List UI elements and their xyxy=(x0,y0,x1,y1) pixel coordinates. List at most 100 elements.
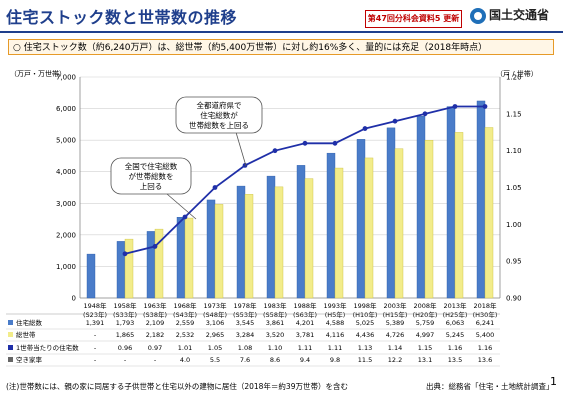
y-tick-right: 1.20 xyxy=(506,74,522,82)
bar-households xyxy=(454,132,464,299)
table-cell: 1,391 xyxy=(86,319,105,327)
line-point xyxy=(362,126,368,131)
page-number: 1 xyxy=(550,375,557,388)
bar-housing-total xyxy=(416,115,426,299)
x-tick-sublabel: (H10年) xyxy=(353,310,378,319)
bar-housing-total xyxy=(206,199,216,299)
bar-households xyxy=(334,167,344,299)
y-tick-right: 0.90 xyxy=(506,295,522,303)
bar-households xyxy=(424,140,434,299)
table-cell: 2,559 xyxy=(176,319,195,327)
table-row-swatch xyxy=(8,332,13,337)
table-cell: 2,182 xyxy=(146,331,165,339)
x-tick-sublabel: (S23年) xyxy=(83,310,107,319)
y-tick-right: 1.15 xyxy=(506,110,522,118)
annotation-text: 全都道府県で xyxy=(197,100,242,110)
table-row-label: 総世帯 xyxy=(16,330,36,339)
table-cell: 5,759 xyxy=(416,319,435,327)
summary-box: ○ 住宅ストック数（約6,240万戸）は、総世帯（約5,400万世帯）に対し約1… xyxy=(8,39,554,55)
bar-housing-total xyxy=(386,127,396,299)
x-tick-label: 1983年 xyxy=(263,301,287,310)
table-cell: 13.1 xyxy=(418,356,432,364)
y-tick-left: 2,000 xyxy=(56,231,76,239)
table-cell: - xyxy=(124,356,127,364)
bar-households xyxy=(184,217,194,299)
y-tick-right: 1.10 xyxy=(506,147,522,155)
footnote: (注)世帯数には、親の家に同居する子供世帯と住宅以外の建物に居住（2018年＝約… xyxy=(6,382,348,391)
line-point xyxy=(422,111,428,117)
table-cell: - xyxy=(94,344,97,352)
table-cell: 1.11 xyxy=(328,344,342,352)
table-cell: 3,545 xyxy=(236,319,255,327)
y-tick-right: 1.00 xyxy=(506,221,522,229)
y-tick-left: 4,000 xyxy=(56,168,76,176)
table-cell: 13.6 xyxy=(478,356,492,364)
table-cell: 6,241 xyxy=(476,319,495,327)
annotation-pointer xyxy=(166,193,197,220)
table-cell: 5.5 xyxy=(210,356,220,364)
table-cell: 1.05 xyxy=(208,344,222,352)
table-row-swatch xyxy=(8,320,13,325)
annotation-pointer xyxy=(235,132,247,167)
x-tick-sublabel: (S63年) xyxy=(293,310,317,319)
table-cell: 5,400 xyxy=(476,331,495,339)
y-axis-right-title: （戸 / 世帯） xyxy=(496,70,538,78)
x-tick-sublabel: (H25年) xyxy=(443,310,468,319)
bar-housing-total xyxy=(476,100,486,299)
table-cell: 4,436 xyxy=(356,331,375,339)
x-tick-sublabel: (H5年) xyxy=(325,310,346,319)
table-cell: 3,520 xyxy=(266,331,285,339)
table-cell: 0.96 xyxy=(118,344,132,352)
bar-housing-total xyxy=(296,165,306,299)
table-cell: 4,726 xyxy=(386,331,405,339)
table-cell: 2,532 xyxy=(176,331,195,339)
y-axis-left-title: （万戸・万世帯） xyxy=(10,70,66,78)
x-tick-sublabel: (S53年) xyxy=(233,310,257,319)
table-cell: 1.08 xyxy=(238,344,252,352)
table-cell: 1.14 xyxy=(388,344,402,352)
table-row-label: 1世帯当たりの住宅数 xyxy=(16,343,79,352)
x-tick-sublabel: (S58年) xyxy=(263,310,287,319)
table-cell: 3,781 xyxy=(296,331,315,339)
title-rule xyxy=(0,31,563,33)
table-cell: 4,116 xyxy=(326,331,345,339)
x-tick-sublabel: (H15年) xyxy=(383,310,408,319)
table-cell: 1.13 xyxy=(358,344,372,352)
bar-housing-total xyxy=(86,253,96,299)
line-point xyxy=(392,118,398,124)
table-cell: 6,063 xyxy=(446,319,465,327)
table-cell: - xyxy=(154,356,157,364)
annotation-text: 住宅総数が xyxy=(200,110,238,120)
line-point xyxy=(452,104,458,109)
table-cell: - xyxy=(94,331,97,339)
x-tick-label: 2018年 xyxy=(473,301,497,310)
table-cell: - xyxy=(94,356,97,364)
x-tick-label: 1998年 xyxy=(353,301,377,310)
annotation-bubble xyxy=(175,96,263,134)
table-cell: 8.6 xyxy=(270,356,280,364)
x-tick-label: 2013年 xyxy=(443,301,467,310)
bar-housing-total xyxy=(356,139,366,299)
table-cell: 1.01 xyxy=(178,344,192,352)
x-tick-label: 1973年 xyxy=(203,301,227,310)
x-tick-sublabel: (H20年) xyxy=(413,310,438,319)
annotation-text: 全国で住宅総数 xyxy=(125,161,178,171)
table-cell: 3,284 xyxy=(236,331,255,339)
y-tick-left: 0 xyxy=(72,295,76,303)
table-cell: 12.2 xyxy=(388,356,402,364)
table-cell: 1.15 xyxy=(418,344,432,352)
x-tick-label: 1958年 xyxy=(113,301,137,310)
x-tick-label: 2008年 xyxy=(413,301,437,310)
meeting-badge: 第47回分科会資料5 更新 xyxy=(365,10,462,28)
housing-chart: 0 1,000 2,000 3,000 4,000 5,000 6,000 7,000 0.90… xyxy=(6,74,522,367)
line-point xyxy=(242,163,248,168)
line-point xyxy=(152,244,158,249)
x-tick-sublabel: (S48年) xyxy=(203,310,227,319)
line-point xyxy=(332,140,338,146)
y-tick-left: 3,000 xyxy=(56,200,76,208)
bar-households xyxy=(274,186,284,299)
table-cell: 4,201 xyxy=(296,319,315,327)
table-cell: 1,793 xyxy=(116,319,135,327)
logo-text: 国土交通省 xyxy=(489,8,550,22)
y-tick-left: 6,000 xyxy=(56,105,76,113)
